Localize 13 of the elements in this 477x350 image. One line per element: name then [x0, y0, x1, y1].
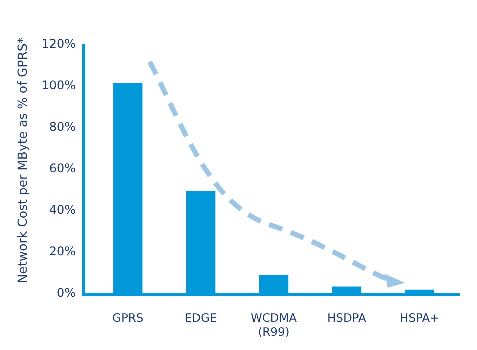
- y-tick-label: 120%: [42, 37, 76, 52]
- y-tick-label: 40%: [49, 203, 76, 218]
- x-tick-label: WCDMA (R99): [250, 311, 298, 339]
- y-tick-label: 0%: [56, 286, 76, 300]
- x-tick-label: EDGE: [184, 311, 218, 325]
- y-tick-label: 20%: [49, 244, 76, 259]
- x-tick-label: GPRS: [112, 311, 144, 325]
- x-tick-label: HSPA+: [400, 311, 440, 325]
- y-axis-title: Network Cost per MByte as % of GPRS*: [15, 37, 30, 284]
- y-tick-label: 80%: [49, 120, 76, 134]
- x-tick-label: HSDPA: [328, 311, 367, 325]
- y-tick-label: 60%: [49, 162, 76, 176]
- y-tick-label: 100%: [42, 78, 76, 93]
